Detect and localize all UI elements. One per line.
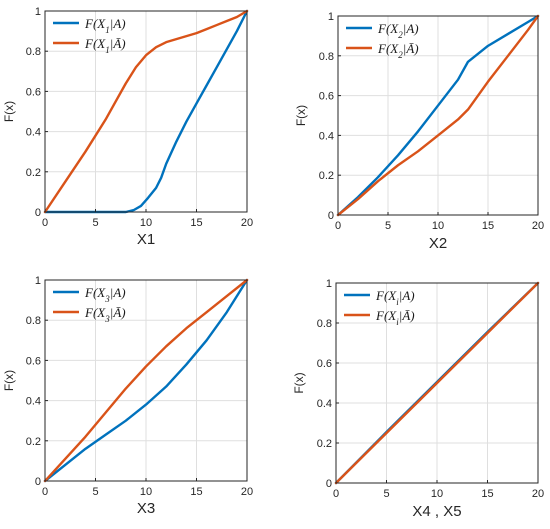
x-tick-label-3: 15	[190, 217, 202, 229]
series-line-2	[43, 278, 249, 483]
legend-entry-2: F(Xi|Ā)	[375, 308, 415, 327]
x-tick-label-3: 15	[481, 488, 493, 500]
y-tick-label-3: 0.6	[26, 86, 41, 98]
x-axis-label: X2	[429, 235, 447, 252]
legend: F(Xi|A)F(Xi|Ā)	[344, 288, 415, 327]
legend: F(X3|A)F(X3|Ā)	[53, 285, 126, 324]
x-tick-label-4: 20	[532, 488, 544, 500]
x-axis-label: X4 , X5	[412, 503, 461, 520]
x-tick-label-2: 10	[431, 488, 443, 500]
y-axis-label: F(x)	[292, 372, 306, 393]
y-tick-label-2: 0.4	[319, 130, 334, 142]
x-tick-label-3: 15	[190, 486, 202, 498]
legend-entry-2: F(X2|Ā)	[377, 41, 419, 60]
y-tick-label-4: 0.8	[26, 46, 41, 58]
y-tick-label-4: 0.8	[317, 318, 332, 330]
legend-entry-1: F(X2|A)	[377, 21, 419, 40]
y-tick-label-0: 0	[35, 476, 41, 488]
y-tick-label-0: 0	[326, 478, 332, 490]
y-tick-label-1: 0.2	[26, 167, 41, 179]
y-axis-label: F(x)	[294, 105, 308, 126]
series-line-2	[334, 281, 540, 485]
y-tick-label-5: 1	[35, 275, 41, 287]
y-tick-label-1: 0.2	[319, 170, 334, 182]
legend: F(X1|A)F(X1|Ā)	[53, 16, 126, 55]
x-tick-label-1: 5	[383, 488, 389, 500]
y-tick-label-5: 1	[326, 278, 332, 290]
chart-panel-3: 0 5 10 15 20 0 0.2 0.4 0.6 0.8 1 X3 F(x) F(X3|A)F(X3|…	[2, 275, 253, 517]
y-tick-label-4: 0.8	[319, 51, 334, 63]
y-tick-label-3: 0.6	[319, 91, 334, 103]
legend-entry-2: F(X3|Ā)	[84, 305, 126, 324]
series-line-1	[43, 278, 249, 483]
legend-entry-1: F(Xi|A)	[375, 288, 415, 307]
y-axis-label: F(x)	[2, 370, 16, 391]
x-tick-label-0: 0	[333, 488, 339, 500]
legend-entry-1: F(X1|A)	[84, 16, 126, 35]
series-line-2	[43, 9, 249, 214]
series-line-2	[336, 14, 540, 217]
x-tick-label-0: 0	[42, 486, 48, 498]
x-tick-label-0: 0	[335, 220, 341, 232]
y-axis-label: F(x)	[2, 101, 16, 122]
y-tick-label-5: 1	[35, 6, 41, 18]
x-tick-label-4: 20	[532, 220, 544, 232]
legend: F(X2|A)F(X2|Ā)	[346, 21, 419, 60]
series-line-1	[43, 9, 249, 214]
chart-panel-4: 0 5 10 15 20 0 0.2 0.4 0.6 0.8 1 X4 , X5 F(x) F(Xi|A)…	[292, 278, 544, 520]
chart-panel-2: 0 5 10 15 20 0 0.2 0.4 0.6 0.8 1 X2 F(x) F(X2|A)F(X2|…	[294, 11, 544, 252]
x-axis-label: X1	[137, 231, 155, 248]
y-tick-label-3: 0.6	[317, 358, 332, 370]
x-tick-label-4: 20	[241, 486, 253, 498]
y-tick-label-5: 1	[328, 11, 334, 23]
x-tick-label-1: 5	[92, 217, 98, 229]
x-tick-label-0: 0	[42, 217, 48, 229]
y-tick-label-2: 0.4	[26, 127, 41, 139]
x-tick-label-2: 10	[140, 217, 152, 229]
x-tick-label-1: 5	[92, 486, 98, 498]
y-tick-label-0: 0	[35, 207, 41, 219]
series-line-1	[336, 14, 540, 217]
x-tick-label-2: 10	[432, 220, 444, 232]
x-tick-label-1: 5	[385, 220, 391, 232]
x-tick-label-3: 15	[482, 220, 494, 232]
legend-entry-1: F(X3|A)	[84, 285, 126, 304]
y-tick-label-4: 0.8	[26, 315, 41, 327]
y-tick-label-3: 0.6	[26, 355, 41, 367]
y-tick-label-1: 0.2	[317, 438, 332, 450]
chart-panel-1: 0 5 10 15 20 0 0.2 0.4 0.6 0.8 1 X1 F(x) F(X1|A)F(X1|…	[2, 6, 253, 248]
y-tick-label-2: 0.4	[26, 396, 41, 408]
x-tick-label-2: 10	[140, 486, 152, 498]
y-tick-label-0: 0	[328, 210, 334, 222]
x-axis-label: X3	[137, 500, 155, 517]
y-tick-label-1: 0.2	[26, 436, 41, 448]
y-tick-label-2: 0.4	[317, 398, 332, 410]
legend-entry-2: F(X1|Ā)	[84, 36, 126, 55]
x-tick-label-4: 20	[241, 217, 253, 229]
